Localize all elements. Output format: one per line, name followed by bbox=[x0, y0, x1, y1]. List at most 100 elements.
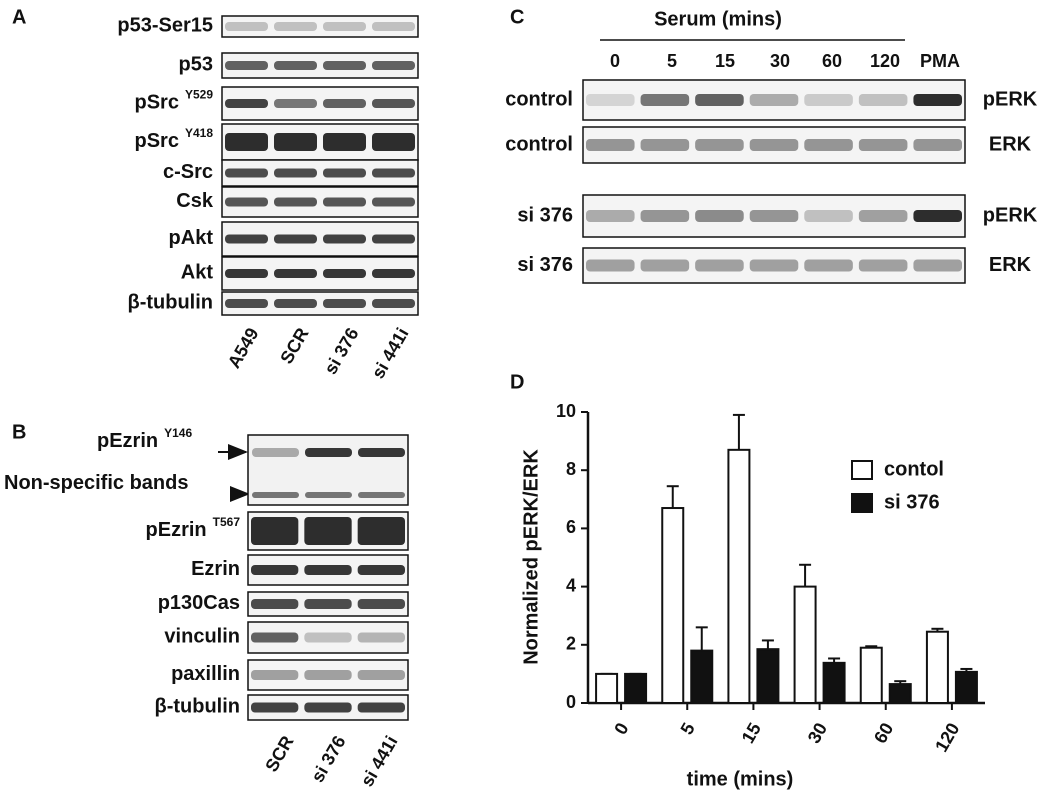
panel-label: B bbox=[12, 421, 26, 443]
label-name: Ezrin bbox=[191, 558, 240, 580]
blot-band bbox=[749, 259, 799, 272]
legend-label: contol bbox=[884, 458, 944, 480]
blot-band bbox=[358, 448, 405, 457]
row-label: pERK bbox=[983, 204, 1038, 226]
blot-label: β-tubulin bbox=[154, 696, 240, 718]
y-tick-label: 8 bbox=[566, 459, 576, 479]
blot-band bbox=[304, 565, 352, 575]
lane-label: 30 bbox=[770, 51, 790, 71]
bar bbox=[690, 649, 714, 704]
blot-band bbox=[274, 299, 317, 308]
blot-band bbox=[913, 259, 962, 272]
blot-band bbox=[357, 702, 405, 713]
y-tick-label: 6 bbox=[566, 517, 576, 537]
blot-band bbox=[804, 210, 853, 222]
label-name: Akt bbox=[181, 262, 214, 284]
blot-band bbox=[804, 259, 853, 272]
blot-band bbox=[251, 670, 299, 680]
blot-frame bbox=[247, 659, 409, 691]
blot-band bbox=[586, 139, 635, 151]
blot-band bbox=[323, 299, 366, 308]
row-label: ERK bbox=[989, 254, 1032, 276]
row-label: control bbox=[505, 88, 573, 110]
blot-band bbox=[640, 139, 690, 151]
blot-label: Ezrin bbox=[191, 558, 240, 580]
blot-band bbox=[372, 133, 415, 151]
bar bbox=[727, 448, 751, 704]
blot-band bbox=[323, 22, 366, 31]
row-label: control bbox=[505, 133, 573, 155]
blot-band bbox=[225, 61, 268, 70]
blot-label: paxillin bbox=[171, 663, 240, 685]
blot-band bbox=[225, 197, 268, 207]
blot-band bbox=[304, 702, 352, 713]
lane-label: 0 bbox=[610, 51, 620, 71]
blot-band bbox=[749, 139, 799, 151]
blot-frame bbox=[582, 247, 966, 284]
legend-swatch bbox=[851, 460, 873, 480]
x-tick-label: 120 bbox=[931, 719, 963, 755]
blot-band bbox=[372, 99, 415, 108]
label-name: pEzrin bbox=[146, 519, 207, 541]
x-tick-label: 15 bbox=[738, 719, 765, 746]
blot-band bbox=[372, 61, 415, 70]
blot-band bbox=[323, 234, 366, 244]
blot-band bbox=[372, 168, 415, 178]
y-axis-label: Normalized pERK/ERK bbox=[520, 449, 542, 665]
blot-band bbox=[305, 448, 352, 457]
blot-band bbox=[858, 139, 908, 151]
bar bbox=[822, 661, 846, 704]
lane-label: si 441i bbox=[368, 324, 413, 382]
blot-band bbox=[804, 94, 853, 106]
blot-band bbox=[251, 632, 299, 643]
blot-band bbox=[225, 99, 268, 108]
blot-band bbox=[357, 517, 405, 545]
blot-band bbox=[372, 22, 415, 31]
row-label: si 376 bbox=[517, 204, 573, 226]
row-label: si 376 bbox=[517, 254, 573, 276]
blot-band bbox=[304, 517, 352, 545]
bar bbox=[888, 683, 912, 705]
row-label: ERK bbox=[989, 133, 1032, 155]
y-tick-label: 2 bbox=[566, 634, 576, 654]
x-tick-label: 30 bbox=[804, 719, 831, 746]
blot-band bbox=[251, 565, 299, 575]
blot-band bbox=[274, 99, 317, 108]
blot-band bbox=[225, 168, 268, 178]
blot-label: Csk bbox=[176, 190, 214, 212]
bar bbox=[859, 646, 883, 705]
blot-band bbox=[372, 197, 415, 207]
label-name: β-tubulin bbox=[154, 696, 240, 718]
lane-label: SCR bbox=[261, 732, 297, 775]
blot-band bbox=[225, 22, 268, 31]
blot-label: p130Cas bbox=[158, 592, 240, 614]
label-name: vinculin bbox=[164, 626, 240, 648]
lane-label: si 441i bbox=[357, 732, 402, 790]
panel-label: C bbox=[510, 6, 524, 28]
label-name: pSrc bbox=[135, 130, 179, 152]
blot-band bbox=[274, 197, 317, 207]
blot-band bbox=[225, 299, 268, 308]
y-tick-label: 4 bbox=[566, 575, 576, 595]
blot-band bbox=[586, 94, 635, 106]
bar bbox=[661, 507, 685, 704]
blot-label: pAkt bbox=[169, 227, 214, 249]
lane-label: SCR bbox=[276, 324, 312, 367]
blot-band bbox=[274, 168, 317, 178]
label-name: β-tubulin bbox=[127, 292, 213, 314]
blot-band bbox=[252, 492, 299, 498]
blot-band bbox=[858, 259, 908, 272]
bar bbox=[756, 648, 780, 704]
blot-band bbox=[913, 139, 962, 151]
blot-band bbox=[695, 259, 744, 272]
x-tick-label: 5 bbox=[676, 719, 698, 738]
label-name: paxillin bbox=[171, 663, 240, 685]
blot-band bbox=[858, 210, 908, 222]
blot-band bbox=[225, 133, 268, 151]
bar bbox=[925, 630, 949, 705]
label-name: pSrc bbox=[135, 92, 179, 114]
blot-label: Non-specific bands bbox=[4, 472, 188, 494]
blot-band bbox=[304, 632, 352, 643]
bar bbox=[624, 672, 648, 705]
